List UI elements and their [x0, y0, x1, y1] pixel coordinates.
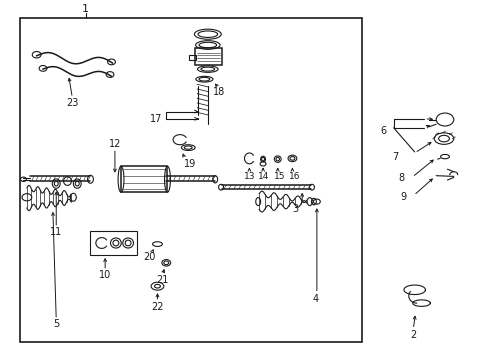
- Text: 3: 3: [292, 204, 298, 214]
- Text: 16: 16: [288, 172, 300, 181]
- Text: 17: 17: [150, 114, 163, 124]
- Text: 22: 22: [151, 302, 163, 312]
- Text: 12: 12: [108, 139, 121, 149]
- Text: 19: 19: [183, 159, 196, 169]
- Bar: [90, 231, 137, 255]
- Text: 5: 5: [53, 319, 59, 329]
- Text: 2: 2: [409, 330, 415, 340]
- Bar: [188, 55, 196, 60]
- Text: 9: 9: [400, 192, 406, 202]
- Bar: [194, 48, 221, 65]
- Text: 10: 10: [99, 270, 111, 280]
- Text: 14: 14: [258, 172, 269, 181]
- Text: 18: 18: [212, 87, 225, 97]
- Bar: [121, 166, 167, 192]
- Text: 13: 13: [243, 172, 255, 181]
- Text: 4: 4: [312, 294, 318, 304]
- Text: 20: 20: [142, 252, 155, 262]
- Text: 7: 7: [391, 152, 397, 162]
- Text: 1: 1: [82, 4, 89, 14]
- Text: 8: 8: [397, 173, 403, 183]
- Bar: [20, 18, 361, 342]
- Text: 21: 21: [156, 275, 168, 285]
- Text: 23: 23: [66, 98, 79, 108]
- Text: 15: 15: [273, 172, 285, 181]
- Text: 6: 6: [380, 126, 386, 136]
- Text: 11: 11: [50, 227, 62, 237]
